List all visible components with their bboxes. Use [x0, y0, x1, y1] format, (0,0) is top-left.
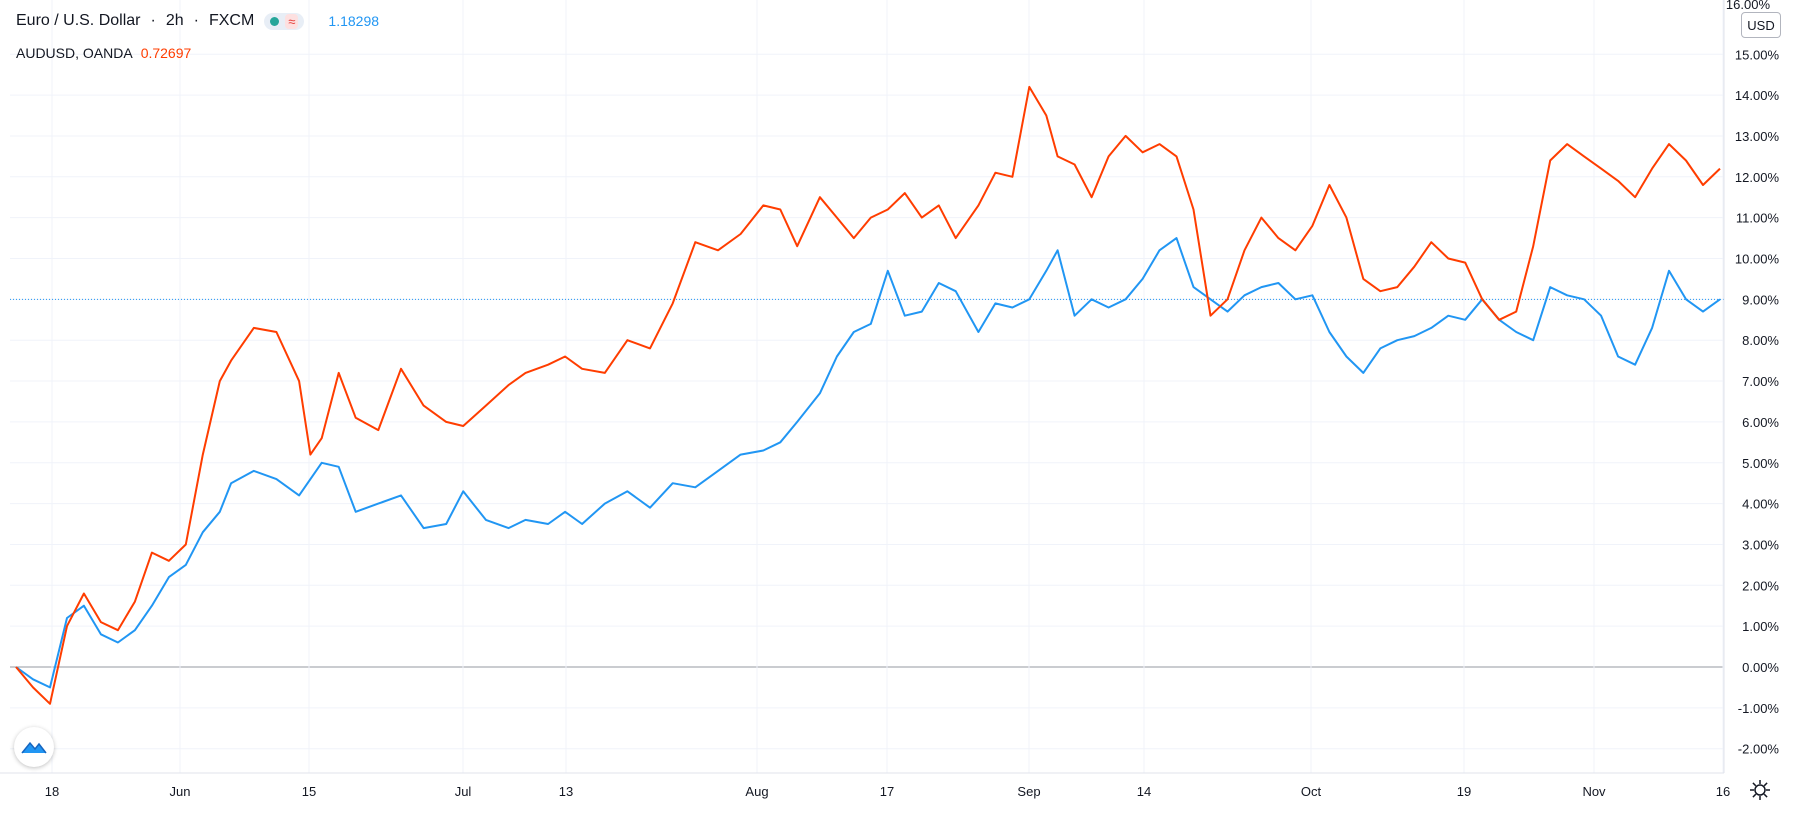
x-tick-label: Jun — [170, 784, 191, 799]
y-tick-label: 3.00% — [1742, 537, 1779, 552]
y-tick-label: 5.00% — [1742, 456, 1779, 471]
y-tick-label: 1.00% — [1742, 619, 1779, 634]
market-status-icon — [270, 16, 280, 26]
x-tick-label: 15 — [302, 784, 316, 799]
exchange-label: FXCM — [208, 12, 255, 29]
y-tick-label: 2.00% — [1742, 578, 1779, 593]
y-tick-label: 6.00% — [1742, 415, 1779, 430]
status-indicators[interactable]: ≈ — [264, 12, 305, 30]
y-tick-label: 8.00% — [1742, 333, 1779, 348]
series-lines — [15, 85, 1721, 705]
y-tick-label: 13.00% — [1735, 129, 1780, 144]
x-tick-label: 19 — [1457, 784, 1471, 799]
currency-button[interactable]: USD — [1741, 12, 1781, 38]
y-tick-label: -2.00% — [1738, 742, 1780, 757]
top-partial-tick-label: 16.00% — [1726, 0, 1771, 12]
x-tick-label: Oct — [1301, 784, 1322, 799]
y-tick-label: 7.00% — [1742, 374, 1779, 389]
y-tick-label: 0.00% — [1742, 660, 1779, 675]
axes: 16.00% — [0, 0, 1771, 774]
price-axis-labels: 15.00% 14.00% 13.00% 12.00% 11.00% 10.00% 9.00… — [1735, 47, 1780, 756]
series-line-eurusd — [15, 237, 1721, 689]
grid-lines — [10, 0, 1724, 773]
time-axis-labels: 18 Jun 15 Jul 13 Aug 17 Sep 14 Oct 19 Nov 16 — [45, 784, 1730, 799]
x-tick-label: Nov — [1582, 784, 1606, 799]
interval-label[interactable]: 2h — [165, 12, 184, 29]
main-series-legend: Euro / U.S. Dollar · 2h · FXCM ≈ 1.18298 — [16, 12, 379, 30]
y-tick-label: 12.00% — [1735, 170, 1780, 185]
compare-price-value: 0.72697 — [140, 45, 192, 61]
compare-symbol-name[interactable]: AUDUSD, OANDA — [16, 45, 133, 61]
x-tick-label: Aug — [745, 784, 768, 799]
x-tick-label: 17 — [880, 784, 894, 799]
series-line-audusd — [15, 85, 1721, 705]
y-tick-label: 14.00% — [1735, 88, 1780, 103]
y-tick-label: 4.00% — [1742, 497, 1779, 512]
y-tick-label: -1.00% — [1738, 701, 1780, 716]
y-tick-label: 11.00% — [1736, 211, 1780, 226]
x-tick-label: 13 — [559, 784, 573, 799]
gear-icon[interactable] — [1748, 778, 1772, 802]
x-tick-label: 18 — [45, 784, 59, 799]
legend-separator: · — [193, 12, 199, 29]
main-symbol-name[interactable]: Euro / U.S. Dollar — [16, 12, 141, 29]
y-tick-label: 10.00% — [1735, 252, 1780, 267]
legend-separator: · — [150, 12, 156, 29]
x-tick-label: Jul — [455, 784, 472, 799]
y-tick-label: 15.00% — [1735, 47, 1780, 62]
approx-icon: ≈ — [285, 13, 299, 29]
tradingview-logo-icon — [21, 741, 47, 754]
y-tick-label: 9.00% — [1742, 292, 1779, 307]
x-tick-label: Sep — [1017, 784, 1040, 799]
tradingview-logo-button[interactable] — [14, 727, 54, 767]
main-price-value: 1.18298 — [328, 13, 380, 29]
x-tick-label: 16 — [1716, 784, 1730, 799]
compare-series-legend: AUDUSD, OANDA 0.72697 — [16, 45, 191, 61]
x-tick-label: 14 — [1137, 784, 1151, 799]
